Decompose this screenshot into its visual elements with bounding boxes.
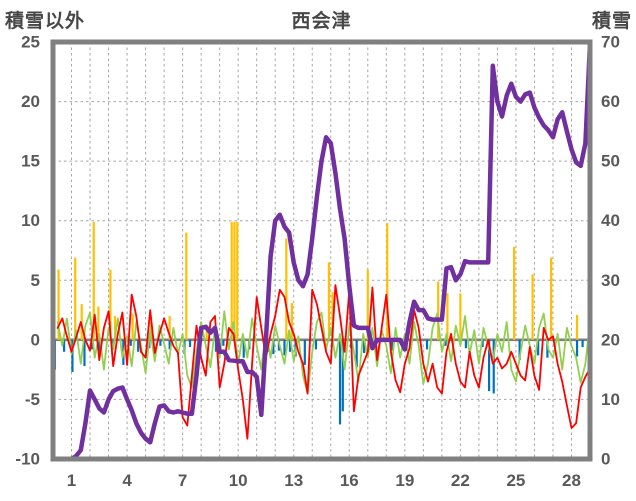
blue-bars-bar [425, 339, 429, 350]
blue-bars-bar [492, 339, 495, 394]
chart-title: 西会津 [291, 11, 352, 32]
blue-bars-bar [159, 339, 162, 346]
left-tick-label: 10 [21, 211, 40, 230]
orange-bars-bar [575, 314, 579, 340]
right-tick-label: 10 [601, 390, 620, 409]
data-series [53, 42, 590, 459]
left-axis-title: 積雪以外 [5, 11, 86, 32]
blue-bars-bar [98, 339, 101, 352]
blue-bars-bar [129, 339, 132, 346]
orange-bars [57, 221, 579, 340]
orange-bars-bar [168, 316, 171, 340]
blue-bars-bar [362, 339, 366, 353]
y-axis-left-labels: 25 20 15 10 5 0 -5 -10 [15, 33, 40, 469]
orange-bars-bar [236, 221, 239, 340]
orange-bars-bar [230, 221, 233, 340]
blue-bars-bar [188, 339, 192, 348]
blue-bars-bar [168, 339, 171, 350]
blue-bars-bar [63, 339, 66, 352]
x-tick-label: 10 [229, 471, 248, 490]
orange-bars-bar [74, 257, 77, 340]
orange-bars-bar [205, 325, 208, 340]
blue-bars-bar [314, 339, 318, 350]
x-axis-labels: 1 4 7 10 13 16 19 22 25 28 [67, 471, 581, 490]
blue-bars-bar [214, 339, 218, 352]
plot-frame [50, 39, 593, 462]
orange-bars-bar [113, 316, 117, 340]
right-tick-label: 70 [601, 33, 620, 52]
blue-bars-bar [338, 339, 342, 425]
x-tick-label: 4 [122, 471, 132, 490]
orange-bars-bar [290, 302, 293, 340]
blue-bars-bar [355, 339, 358, 368]
orange-bars-bar [285, 238, 288, 340]
right-tick-label: 60 [601, 92, 620, 111]
x-tick-label: 22 [451, 471, 470, 490]
left-tick-label: -10 [15, 450, 40, 469]
orange-bars-bar [97, 306, 100, 340]
left-tick-label: 0 [31, 330, 40, 349]
orange-bars-bar [109, 269, 112, 340]
blue-bars-bar [537, 339, 540, 356]
blue-bars-bar [242, 339, 245, 358]
orange-bars-bar [331, 292, 334, 340]
blue-bars-bar [137, 339, 140, 352]
blue-bars-bar [390, 339, 393, 351]
orange-bars-bar [185, 232, 188, 340]
left-tick-label: 20 [21, 92, 40, 111]
blue-bars-bar [83, 339, 86, 367]
blue-bars-bar [341, 339, 344, 412]
orange-bars-bar [233, 221, 236, 340]
x-tick-label: 19 [395, 471, 414, 490]
orange-bars-bar [386, 223, 389, 340]
orange-bars-bar [131, 313, 134, 340]
x-tick-label: 25 [506, 471, 525, 490]
blue-bars-bar [487, 339, 491, 392]
gridlines [53, 42, 590, 459]
purple-line-snow-depth [55, 42, 590, 459]
orange-bars-bar [57, 269, 60, 340]
right-tick-label: 50 [601, 152, 620, 171]
left-tick-label: 5 [31, 271, 40, 290]
orange-bars-bar [366, 269, 369, 340]
x-tick-label: 7 [178, 471, 187, 490]
y-axis-right-labels: 70 60 50 40 30 20 10 0 [601, 33, 620, 469]
right-tick-label: 40 [601, 211, 620, 230]
blue-bars-bar [464, 339, 468, 349]
right-tick-label: 0 [601, 450, 610, 469]
x-tick-label: 13 [284, 471, 303, 490]
orange-bars-bar [327, 262, 331, 340]
orange-bars-bar [92, 221, 95, 340]
blue-bars-bar [283, 339, 286, 356]
blue-bars-bar [575, 339, 579, 357]
orange-bars-bar [446, 293, 449, 340]
orange-bars-bar [437, 281, 440, 340]
orange-bars-bar [531, 274, 534, 340]
left-tick-label: 15 [21, 152, 40, 171]
right-axis-title: 積雪 [591, 11, 632, 32]
blue-bars-bar [581, 339, 584, 348]
right-tick-label: 20 [601, 330, 620, 349]
left-tick-label: 25 [21, 33, 40, 52]
blue-bars-bar [518, 339, 521, 361]
blue-bars-bar [90, 339, 93, 350]
right-tick-label: 30 [601, 271, 620, 290]
red-line [56, 284, 590, 440]
left-tick-label: -5 [25, 390, 40, 409]
blue-bars-bar [272, 339, 275, 355]
orange-bars-bar [550, 257, 553, 340]
orange-bars-bar [512, 246, 516, 340]
blue-bars-bar [444, 339, 447, 346]
blue-bars-bar [222, 339, 225, 346]
blue-bars-bar [481, 339, 484, 348]
blue-bars-bar [288, 339, 292, 352]
x-tick-label: 28 [562, 471, 581, 490]
blue-bars-bar [71, 339, 74, 373]
orange-bars-bar [459, 293, 462, 340]
blue-bars-bar [303, 339, 306, 365]
x-tick-label: 1 [67, 471, 76, 490]
x-tick-label: 16 [340, 471, 359, 490]
